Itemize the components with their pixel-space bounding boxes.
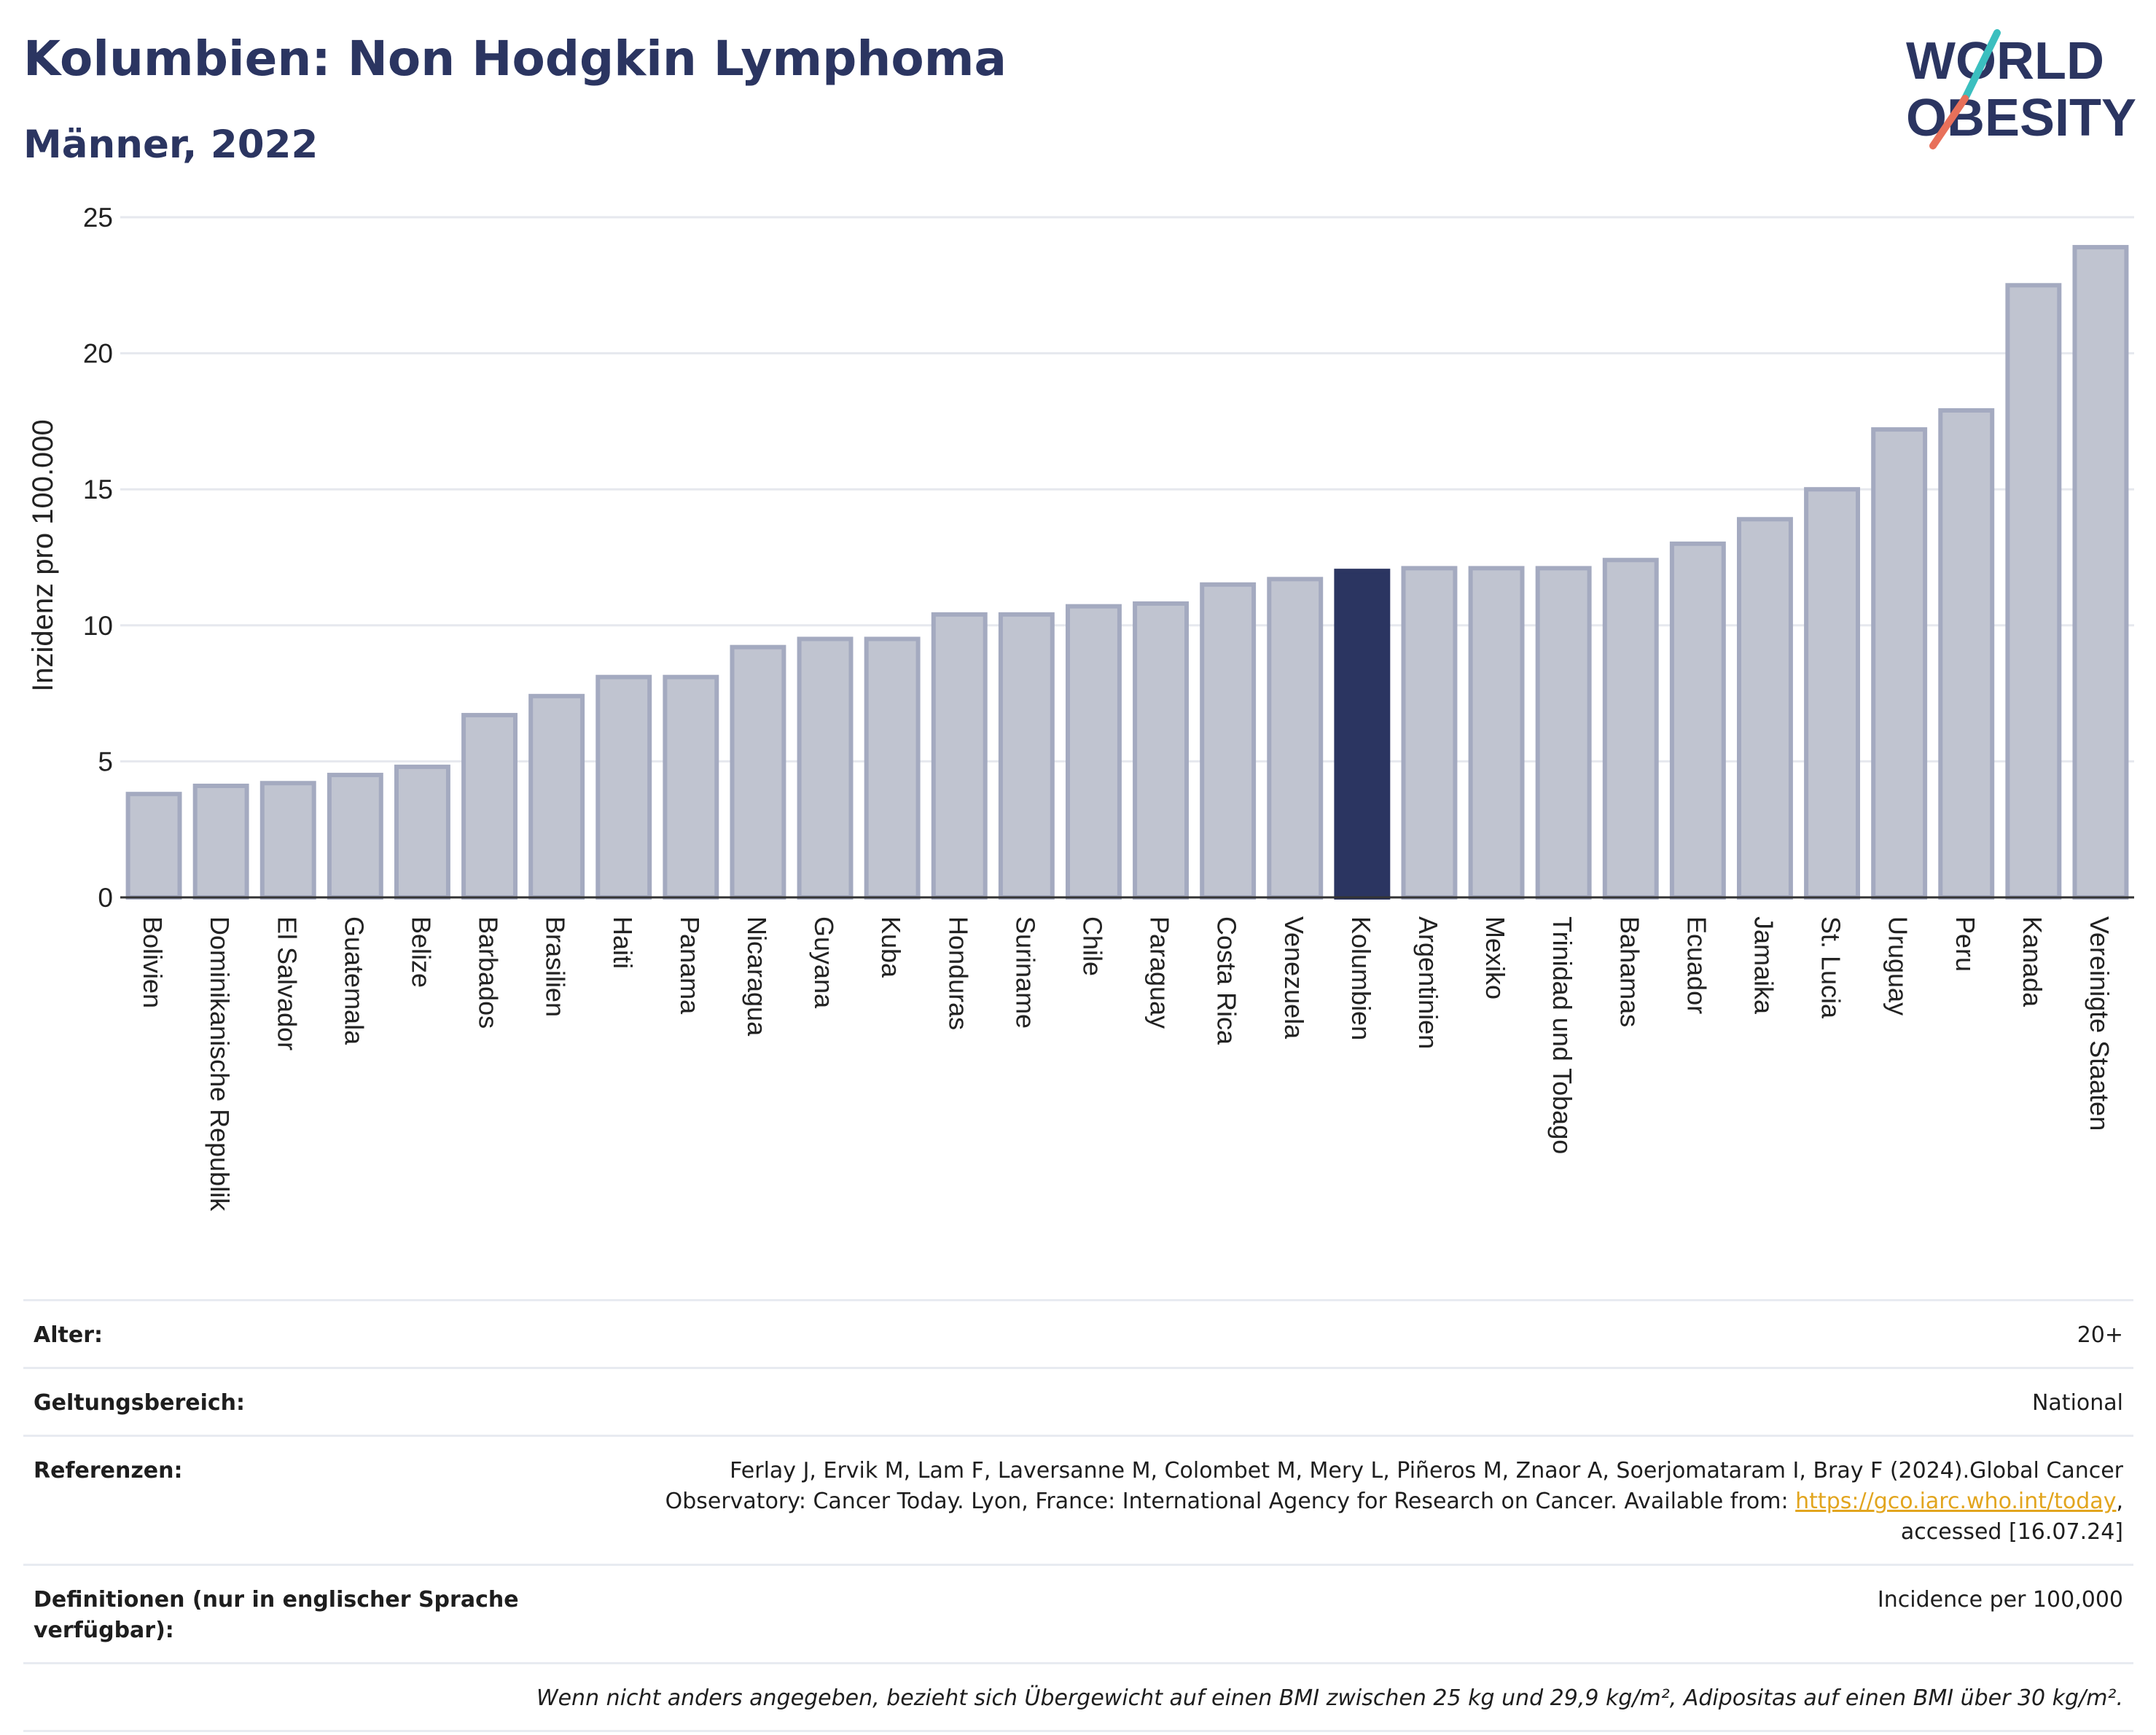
references-text-2: Observatory: Cancer Today. Lyon, France:…	[665, 1489, 1796, 1514]
bars	[125, 245, 2129, 900]
definitions-label: Definitionen (nur in englischer Sprache …	[34, 1587, 519, 1643]
bar-el-salvador	[259, 781, 316, 900]
x-tick-label: Kanada	[2018, 916, 2047, 1007]
bar-brasilien	[528, 693, 585, 900]
x-tick-label: Costa Rica	[1212, 916, 1242, 1045]
x-tick-label: Jamaika	[1749, 916, 1778, 1015]
x-tick-label: Guatemala	[339, 916, 369, 1045]
bar-haiti	[595, 674, 652, 900]
bar-chart: 0 5 10 15 20 25 Bolivien Dominikanische Republ…	[27, 203, 2134, 1212]
x-tick-label: Dominikanische Republik	[205, 916, 235, 1212]
references-text-3: ,	[2116, 1489, 2123, 1514]
scope-label: Geltungsbereich:	[34, 1390, 246, 1416]
bar-st-lucia	[1804, 487, 1861, 900]
bar-paraguay	[1133, 601, 1190, 900]
bar-peru	[1938, 408, 1995, 900]
bar-costa-rica	[1200, 582, 1257, 900]
x-tick-label: Brasilien	[541, 916, 571, 1017]
x-tick-label: Guyana	[809, 916, 839, 1009]
meta-row-age: Alter: 20+	[23, 1299, 2133, 1367]
bar-guatemala	[327, 773, 383, 900]
chart-subtitle: Männer, 2022	[23, 122, 319, 167]
metadata-table: Alter: 20+ Geltungsbereich: National Ref…	[23, 1299, 2133, 1732]
bar-jamaika	[1736, 517, 1793, 900]
x-tick-label: St. Lucia	[1816, 916, 1846, 1019]
bar-argentinien	[1401, 566, 1458, 900]
bar-vereinigte-staaten	[2072, 245, 2129, 900]
x-tick-label: Kuba	[876, 916, 906, 978]
bar-bolivien	[125, 792, 182, 900]
x-tick-label: Mexiko	[1480, 916, 1510, 999]
bar-nicaragua	[730, 644, 786, 900]
meta-row-scope: Geltungsbereich: National	[23, 1367, 2133, 1435]
world-obesity-logo: WORLD OBESITY	[1906, 29, 2136, 149]
bar-chile	[1065, 604, 1122, 900]
y-tick-label: 25	[83, 203, 113, 233]
bar-venezuela	[1267, 577, 1324, 900]
x-tick-label: Chile	[1077, 916, 1107, 976]
gridlines	[120, 216, 2134, 763]
x-tick-label: Haiti	[608, 916, 638, 969]
x-tick-label: Nicaragua	[742, 916, 772, 1037]
meta-row-note: Wenn nicht anders angegeben, bezieht sic…	[23, 1662, 2133, 1732]
bar-barbados	[461, 712, 518, 900]
bar-guyana	[797, 636, 854, 900]
x-tick-label: Paraguay	[1145, 916, 1175, 1029]
y-tick-label: 20	[83, 339, 113, 369]
x-tick-label: Peru	[1950, 916, 1980, 972]
chart-title: Kolumbien: Non Hodgkin Lymphoma	[23, 31, 1007, 87]
meta-row-definitions: Definitionen (nur in englischer Sprache …	[23, 1564, 2133, 1662]
y-axis-label: Inzidenz pro 100.000	[27, 419, 59, 692]
x-tick-label: Argentinien	[1413, 916, 1443, 1049]
definitions-value: Incidence per 100,000	[1877, 1587, 2123, 1613]
x-tick-label: Suriname	[1010, 916, 1040, 1029]
references-label: Referenzen:	[34, 1458, 183, 1483]
x-tick-label: Barbados	[474, 916, 504, 1029]
x-tick-label: Panama	[675, 916, 705, 1015]
bar-uruguay	[1871, 427, 1928, 900]
y-tick-label: 15	[83, 475, 113, 504]
bar-suriname	[998, 612, 1055, 900]
x-tick-label: Venezuela	[1279, 916, 1309, 1040]
x-tick-label: Trinidad und Tobago	[1547, 916, 1577, 1154]
x-tick-label: El Salvador	[272, 916, 302, 1050]
bar-belize	[394, 764, 450, 900]
logo-slash-top	[1961, 29, 2001, 102]
x-axis: Bolivien Dominikanische Republik El Salvad…	[120, 896, 2134, 1212]
x-tick-label: Ecuador	[1682, 916, 1711, 1014]
x-tick-label: Belize	[406, 916, 436, 988]
logo-line2: OBESITY	[1906, 89, 2136, 147]
bar-trinidad-und-tobago	[1535, 566, 1592, 900]
bar-bahamas	[1602, 558, 1659, 900]
bar-dominikanische-republik	[192, 783, 249, 900]
references-link[interactable]: https://gco.iarc.who.int/today	[1795, 1489, 2117, 1514]
logo-line1: WORLD	[1906, 32, 2104, 90]
bar-honduras	[931, 612, 988, 900]
y-tick-label: 5	[98, 746, 113, 776]
x-tick-label: Kolumbien	[1346, 916, 1376, 1040]
bmi-note: Wenn nicht anders angegeben, bezieht sic…	[536, 1685, 2123, 1711]
age-label: Alter:	[34, 1322, 103, 1348]
x-tick-label: Honduras	[943, 916, 973, 1030]
references-text-1: Ferlay J, Ervik M, Lam F, Laversanne M, …	[730, 1458, 2123, 1483]
age-value: 20+	[2077, 1322, 2123, 1348]
x-tick-label: Uruguay	[1883, 916, 1913, 1015]
bar-mexiko	[1468, 566, 1525, 900]
x-tick-label: Vereinigte Staaten	[2085, 916, 2114, 1131]
bar-kanada	[2005, 283, 2062, 900]
references-text-4: accessed [16.07.24]	[1900, 1519, 2123, 1545]
bar-panama	[663, 674, 719, 900]
scope-value: National	[2031, 1390, 2123, 1416]
y-axis: 0 5 10 15 20 25	[83, 203, 113, 913]
references-value: Ferlay J, Ervik M, Lam F, Laversanne M, …	[558, 1456, 2123, 1548]
bar-kolumbien	[1334, 569, 1391, 900]
y-tick-label: 10	[83, 611, 113, 641]
bar-kuba	[864, 636, 921, 900]
y-tick-label: 0	[98, 883, 113, 913]
bar-ecuador	[1669, 541, 1726, 900]
meta-row-references: Referenzen: Ferlay J, Ervik M, Lam F, La…	[23, 1435, 2133, 1564]
x-tick-label: Bolivien	[138, 916, 168, 1008]
x-tick-label: Bahamas	[1614, 916, 1644, 1027]
logo-slash-bottom	[1929, 95, 1969, 149]
